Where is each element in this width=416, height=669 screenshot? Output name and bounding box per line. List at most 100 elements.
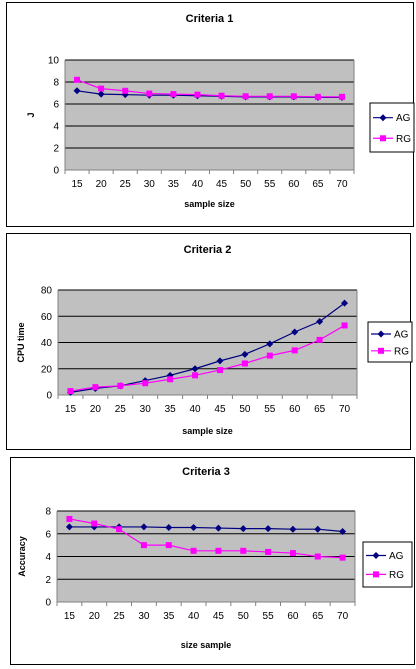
data-point-rg: [314, 553, 321, 560]
x-tick-label: 65: [312, 611, 324, 622]
data-point-rg: [241, 360, 248, 367]
data-point-ag: [241, 350, 249, 358]
data-point-ag: [341, 299, 349, 307]
data-point-rg: [91, 520, 98, 527]
data-point-rg: [170, 91, 177, 98]
y-tick-label: 20: [41, 364, 53, 375]
data-point-ag: [90, 523, 98, 531]
plot-area: [65, 60, 354, 170]
x-tick-label: 50: [239, 404, 251, 415]
legend-marker-rg: [378, 347, 384, 354]
data-point-rg: [92, 384, 99, 391]
series-line-rg: [70, 324, 345, 392]
chart-panel-1: 0 2 4 6 8 10 15 20 25 30 35 40 45 50 55 60 65 70 Criteria …: [6, 2, 415, 227]
data-point-rg: [142, 380, 149, 387]
x-tick-label: 35: [168, 179, 180, 190]
data-point-ag: [339, 527, 347, 535]
x-tick-label: 60: [287, 611, 299, 622]
x-axis-title: size sample: [181, 640, 232, 650]
data-point-ag: [289, 525, 297, 533]
data-point-ag: [314, 525, 322, 533]
data-point-rg: [192, 372, 199, 379]
data-point-rg: [216, 367, 223, 374]
data-point-ag: [165, 523, 173, 531]
data-point-rg: [194, 91, 201, 98]
y-axis-title: CPU time: [16, 322, 26, 362]
legend-box: [362, 541, 413, 588]
x-tick-label: 15: [65, 404, 77, 415]
x-tick-label: 20: [89, 611, 101, 622]
data-point-rg: [265, 548, 272, 555]
legend-label-ag: AG: [394, 330, 409, 341]
series-line-rg: [76, 79, 342, 98]
chart-panel-2: 0 20 40 60 80 15 20 25 30 35 40 45 50 55 60 65 70 Criteri…: [6, 233, 413, 450]
data-point-ag: [216, 357, 224, 365]
y-tick-label: 0: [46, 391, 52, 402]
y-tick-label: 0: [45, 598, 51, 609]
x-tick-label: 60: [289, 404, 301, 415]
x-tick-label: 15: [64, 611, 76, 622]
data-point-rg: [117, 382, 124, 389]
y-tick-label: 4: [53, 122, 59, 133]
x-tick-label: 60: [288, 179, 300, 190]
x-tick-label: 45: [214, 404, 226, 415]
data-point-rg: [338, 93, 345, 100]
data-point-rg: [116, 526, 123, 533]
data-point-rg: [74, 76, 81, 83]
chart-panel-3: 0 2 4 6 8 15 20 25 30 35 40 45 50 55 60 65 70 Criteria 3 s…: [10, 457, 415, 665]
x-tick-label: 35: [163, 611, 175, 622]
y-tick-label: 6: [45, 529, 51, 540]
data-point-ag: [190, 523, 198, 531]
x-tick-label: 50: [238, 611, 250, 622]
y-tick-label: 60: [41, 312, 53, 323]
x-tick-label: 35: [165, 404, 177, 415]
chart-criteria-1: 0 2 4 6 8 10 15 20 25 30 35 40 45 50 55 60 65 70 Criteria …: [26, 13, 415, 209]
x-tick-label: 20: [96, 179, 108, 190]
legend-marker-rg: [380, 135, 386, 142]
y-tick-label: 80: [41, 286, 53, 297]
data-point-ag: [191, 365, 199, 373]
y-axis-title: Accuracy: [17, 536, 27, 577]
x-tick-label: 55: [263, 611, 275, 622]
x-tick-label: 55: [264, 179, 276, 190]
y-tick-label: 2: [45, 575, 51, 586]
x-tick-label: 45: [216, 179, 228, 190]
data-point-rg: [289, 550, 296, 557]
x-tick-label: 55: [264, 404, 276, 415]
x-tick-label: 15: [71, 179, 83, 190]
y-tick-label: 6: [53, 100, 59, 111]
data-point-rg: [242, 93, 249, 100]
x-tick-label: 70: [339, 404, 351, 415]
legend-label-rg: RG: [396, 134, 411, 145]
data-point-ag: [316, 318, 324, 325]
data-point-rg: [98, 85, 105, 92]
data-point-rg: [290, 93, 297, 100]
data-point-rg: [266, 93, 273, 100]
data-point-ag: [73, 87, 81, 95]
legend-label-ag: AG: [396, 113, 411, 124]
legend-box: [367, 321, 413, 363]
data-point-rg: [167, 376, 174, 383]
data-point-rg: [66, 515, 73, 522]
x-tick-label: 40: [188, 611, 200, 622]
data-point-rg: [341, 322, 348, 329]
y-tick-label: 4: [45, 552, 51, 563]
data-point-ag: [239, 525, 247, 533]
y-tick-label: 0: [53, 166, 59, 177]
data-point-rg: [122, 87, 129, 94]
x-tick-label: 65: [312, 179, 324, 190]
data-point-rg: [339, 554, 346, 561]
y-axis-title: J: [26, 112, 36, 117]
y-tick-label: 8: [53, 78, 59, 89]
legend-box: [369, 102, 415, 153]
x-tick-label: 20: [90, 404, 102, 415]
x-tick-label: 30: [138, 611, 150, 622]
data-point-rg: [266, 352, 273, 359]
x-tick-label: 40: [192, 179, 204, 190]
chart-title: Criteria 2: [184, 244, 232, 256]
y-tick-label: 2: [53, 144, 59, 155]
x-tick-label: 70: [337, 611, 349, 622]
data-point-rg: [215, 547, 222, 554]
x-axis-title: sample size: [182, 426, 233, 436]
series-line-rg: [69, 518, 343, 559]
